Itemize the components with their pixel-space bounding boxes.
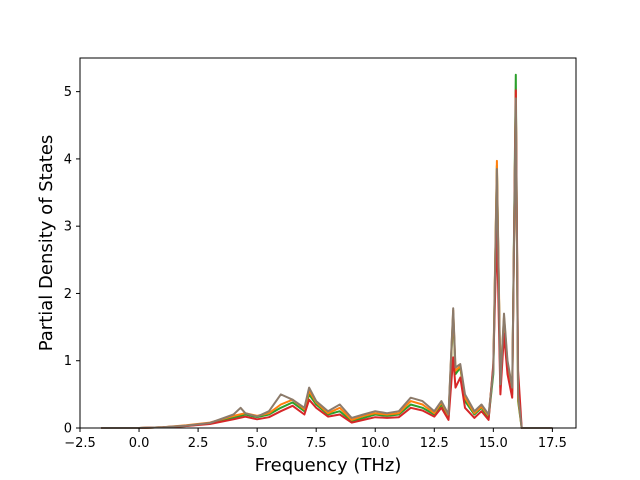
y-axis-ticks: 0 1 2 3 4 5: [64, 85, 80, 437]
x-tick-label: 12.5: [420, 436, 449, 451]
series-layer: [101, 73, 553, 429]
x-tick-label: 17.5: [538, 436, 567, 451]
x-tick-label: 5.0: [247, 436, 268, 451]
x-tick-label: 7.5: [306, 436, 327, 451]
x-axis-ticks: −2.5 0.0 2.5 5.0 7.5 10.0 12.5 15.0 17.5: [64, 428, 567, 451]
x-axis-label: Frequency (THz): [255, 455, 402, 476]
x-tick-label: 2.5: [188, 436, 209, 451]
x-tick-label: 10.0: [361, 436, 390, 451]
y-tick-label: 4: [64, 152, 72, 167]
y-tick-label: 5: [64, 85, 72, 100]
series-line-4: [101, 97, 553, 429]
y-tick-label: 1: [64, 354, 72, 369]
series-line-3: [101, 89, 553, 429]
x-tick-label: 15.0: [479, 436, 508, 451]
y-axis-label: Partial Density of States: [36, 135, 57, 352]
y-tick-label: 3: [64, 220, 72, 235]
x-tick-label: 0.0: [129, 436, 150, 451]
y-tick-label: 0: [64, 422, 72, 437]
x-tick-label: −2.5: [64, 436, 96, 451]
y-tick-label: 2: [64, 287, 72, 302]
plot-frame: [79, 57, 577, 429]
